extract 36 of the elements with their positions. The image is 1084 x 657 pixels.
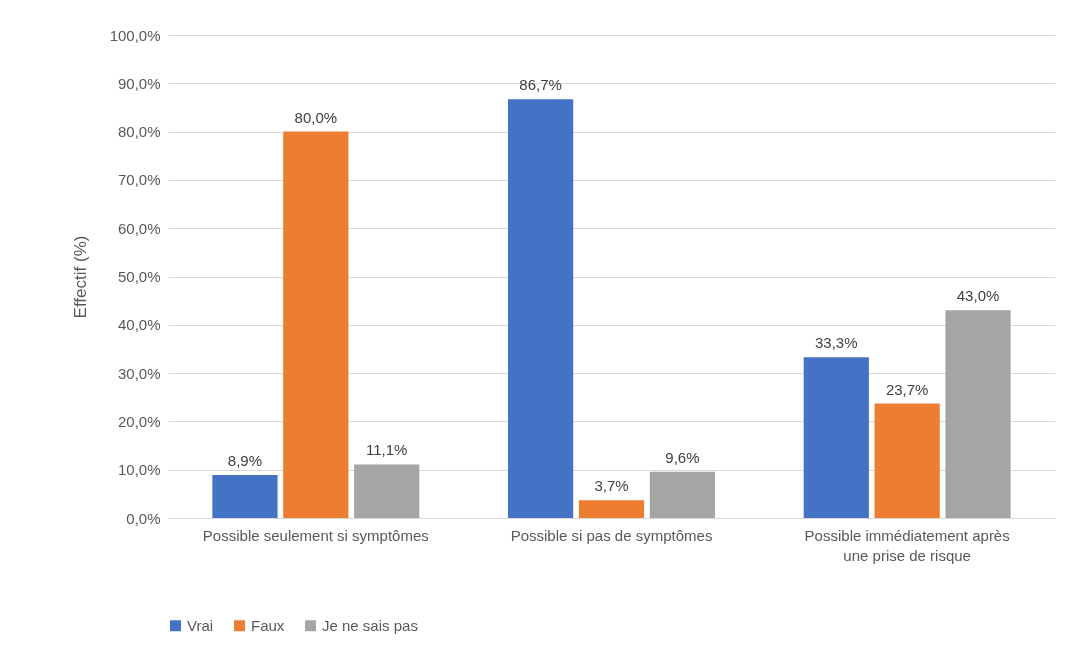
bar [649, 471, 715, 518]
x-tick-label: Possible immédiatement après une prise de risque [804, 526, 1010, 564]
data-label: 23,7% [885, 380, 929, 398]
data-label: 80,0% [294, 108, 338, 126]
data-label: 3,7% [594, 477, 629, 495]
y-axis-title: Effectif (%) [70, 235, 90, 319]
y-tick-label: 60,0% [117, 219, 161, 237]
bar [212, 475, 278, 518]
y-tick-label: 90,0% [117, 74, 161, 92]
y-tick-label: 40,0% [117, 316, 161, 334]
y-tick-label: 20,0% [117, 412, 161, 430]
bar [874, 403, 940, 518]
bar [283, 131, 349, 518]
bar [508, 99, 574, 518]
bar [354, 464, 420, 518]
bar [803, 357, 869, 518]
bar [945, 310, 1011, 518]
legend-label: Faux [251, 616, 285, 634]
y-tick-label: 50,0% [117, 268, 161, 285]
y-tick-label: 30,0% [117, 364, 161, 382]
data-label: 43,0% [956, 287, 1000, 305]
data-label: 9,6% [665, 448, 700, 466]
data-label: 8,9% [227, 452, 263, 470]
x-tick-label: Possible seulement si symptômes [202, 526, 429, 544]
x-tick-label: Possible si pas de symptômes [510, 526, 713, 544]
bar [578, 500, 645, 518]
data-label: 86,7% [519, 76, 562, 94]
data-label: 33,3% [815, 334, 858, 352]
y-tick-label: 70,0% [117, 171, 161, 189]
data-label: 11,1% [366, 441, 408, 459]
legend-label: Vrai [187, 616, 214, 634]
legend-label: Je ne sais pas [322, 616, 418, 634]
y-tick-label: 100,0% [109, 26, 161, 44]
y-tick-label: 10,0% [117, 461, 161, 479]
y-tick-label: 0,0% [126, 509, 161, 527]
y-tick-label: 80,0% [117, 123, 161, 141]
